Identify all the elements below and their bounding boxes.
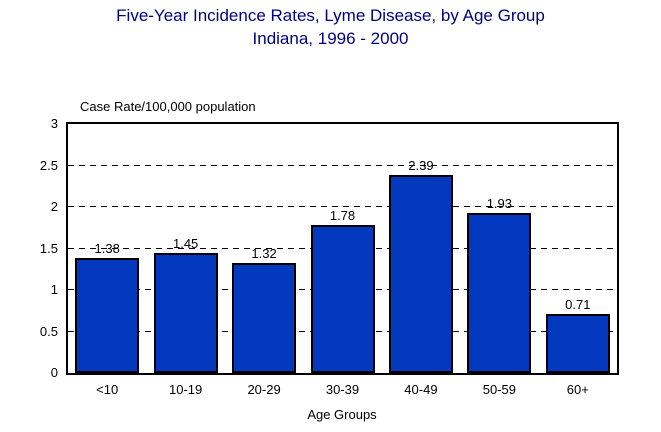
bar bbox=[545, 314, 610, 373]
y-tick-label: 0.5 bbox=[39, 323, 58, 339]
chart-title: Five-Year Incidence Rates, Lyme Disease,… bbox=[116, 6, 545, 25]
x-tick-label: 60+ bbox=[566, 382, 589, 397]
bar bbox=[388, 174, 453, 373]
bar bbox=[467, 212, 532, 373]
bar bbox=[232, 263, 297, 373]
gridline bbox=[68, 206, 617, 207]
bar-value-label: 1.32 bbox=[251, 246, 277, 262]
x-tick-label: 50-59 bbox=[482, 382, 516, 397]
x-tick-label: 10-19 bbox=[169, 382, 203, 397]
bar bbox=[153, 252, 218, 373]
x-tick-label: 20-29 bbox=[247, 382, 281, 397]
bar-value-label: 1.78 bbox=[329, 208, 356, 224]
x-tick-label: 30-39 bbox=[325, 382, 360, 397]
y-tick-label: 0 bbox=[50, 365, 58, 380]
x-tick-label: 40-49 bbox=[404, 382, 438, 397]
gridline bbox=[68, 164, 617, 166]
y-tick-label: 1 bbox=[50, 282, 58, 297]
bar-value-label: 1.38 bbox=[94, 241, 120, 257]
bar bbox=[75, 258, 140, 373]
y-tick-label: 2.5 bbox=[39, 157, 58, 173]
x-axis-title: Age Groups bbox=[307, 407, 377, 422]
bar-value-label: 2.39 bbox=[408, 157, 434, 173]
chart-subtitle: Indiana, 1996 - 2000 bbox=[252, 29, 409, 48]
bar-value-label: 1.93 bbox=[486, 195, 512, 211]
bar-value-label: 1.45 bbox=[172, 235, 199, 251]
y-axis-title: Case Rate/100,000 population bbox=[80, 99, 256, 114]
plot-area: 1.38 1.45 1.32 1.78 2.39 1.93 0.71 bbox=[66, 122, 619, 375]
y-tick-label: 3 bbox=[50, 116, 58, 131]
bar-value-label: 0.71 bbox=[565, 297, 591, 313]
bar bbox=[310, 225, 375, 373]
x-tick-label: <10 bbox=[96, 382, 119, 397]
y-tick-label: 2 bbox=[50, 199, 58, 214]
y-tick-label: 1.5 bbox=[39, 240, 58, 256]
